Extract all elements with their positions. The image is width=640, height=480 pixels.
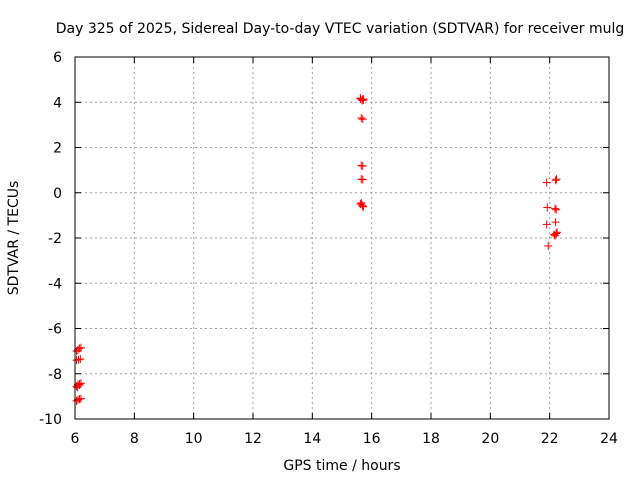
data-point xyxy=(76,394,85,403)
data-point xyxy=(543,203,552,212)
data-point xyxy=(75,381,84,390)
data-point xyxy=(357,198,366,207)
y-tick-label: -8 xyxy=(48,367,62,383)
data-points xyxy=(72,94,562,405)
x-tick-label: 6 xyxy=(71,431,80,447)
data-point xyxy=(75,344,84,353)
y-tick-label: 2 xyxy=(53,141,62,157)
data-point xyxy=(552,229,561,238)
y-tick-label: -4 xyxy=(48,276,62,292)
x-tick-label: 8 xyxy=(130,431,139,447)
data-point xyxy=(359,95,368,104)
data-point xyxy=(358,201,367,210)
data-point xyxy=(542,220,551,229)
data-point xyxy=(358,175,367,184)
data-point xyxy=(76,343,85,352)
x-tick-label: 10 xyxy=(185,431,203,447)
data-point xyxy=(551,204,560,213)
x-axis-label: GPS time / hours xyxy=(283,458,400,474)
data-point xyxy=(544,241,553,250)
x-tick-label: 12 xyxy=(244,431,262,447)
chart-title: Day 325 of 2025, Sidereal Day-to-day VTE… xyxy=(56,21,625,37)
x-tick-label: 16 xyxy=(363,431,381,447)
data-point xyxy=(551,176,560,185)
y-tick-label: -2 xyxy=(48,231,62,247)
plot-area-frame xyxy=(74,56,610,420)
x-tick-label: 18 xyxy=(422,431,440,447)
data-point xyxy=(552,205,561,214)
x-tick-label: 20 xyxy=(481,431,499,447)
data-point xyxy=(551,231,560,240)
data-point xyxy=(553,228,562,237)
x-tick-label: 22 xyxy=(541,431,559,447)
data-point xyxy=(358,162,367,171)
data-point xyxy=(358,115,367,124)
y-tick-label: 4 xyxy=(53,95,62,111)
x-tick-label: 24 xyxy=(600,431,618,447)
y-tick-label: 0 xyxy=(53,186,62,202)
y-axis-label: SDTVAR / TECUs xyxy=(6,181,22,296)
data-point xyxy=(358,202,367,211)
y-tick-label: -6 xyxy=(48,322,62,338)
grid-lines xyxy=(75,57,609,419)
data-point xyxy=(74,355,83,364)
data-point xyxy=(552,175,561,184)
data-point xyxy=(551,218,560,227)
data-point xyxy=(76,379,85,388)
x-tick-label: 14 xyxy=(303,431,321,447)
data-point xyxy=(358,96,367,105)
data-point xyxy=(357,114,366,123)
y-tick-label: 6 xyxy=(53,50,62,66)
data-point xyxy=(76,355,85,364)
data-point xyxy=(542,178,551,187)
y-tick-label: -10 xyxy=(39,412,62,428)
